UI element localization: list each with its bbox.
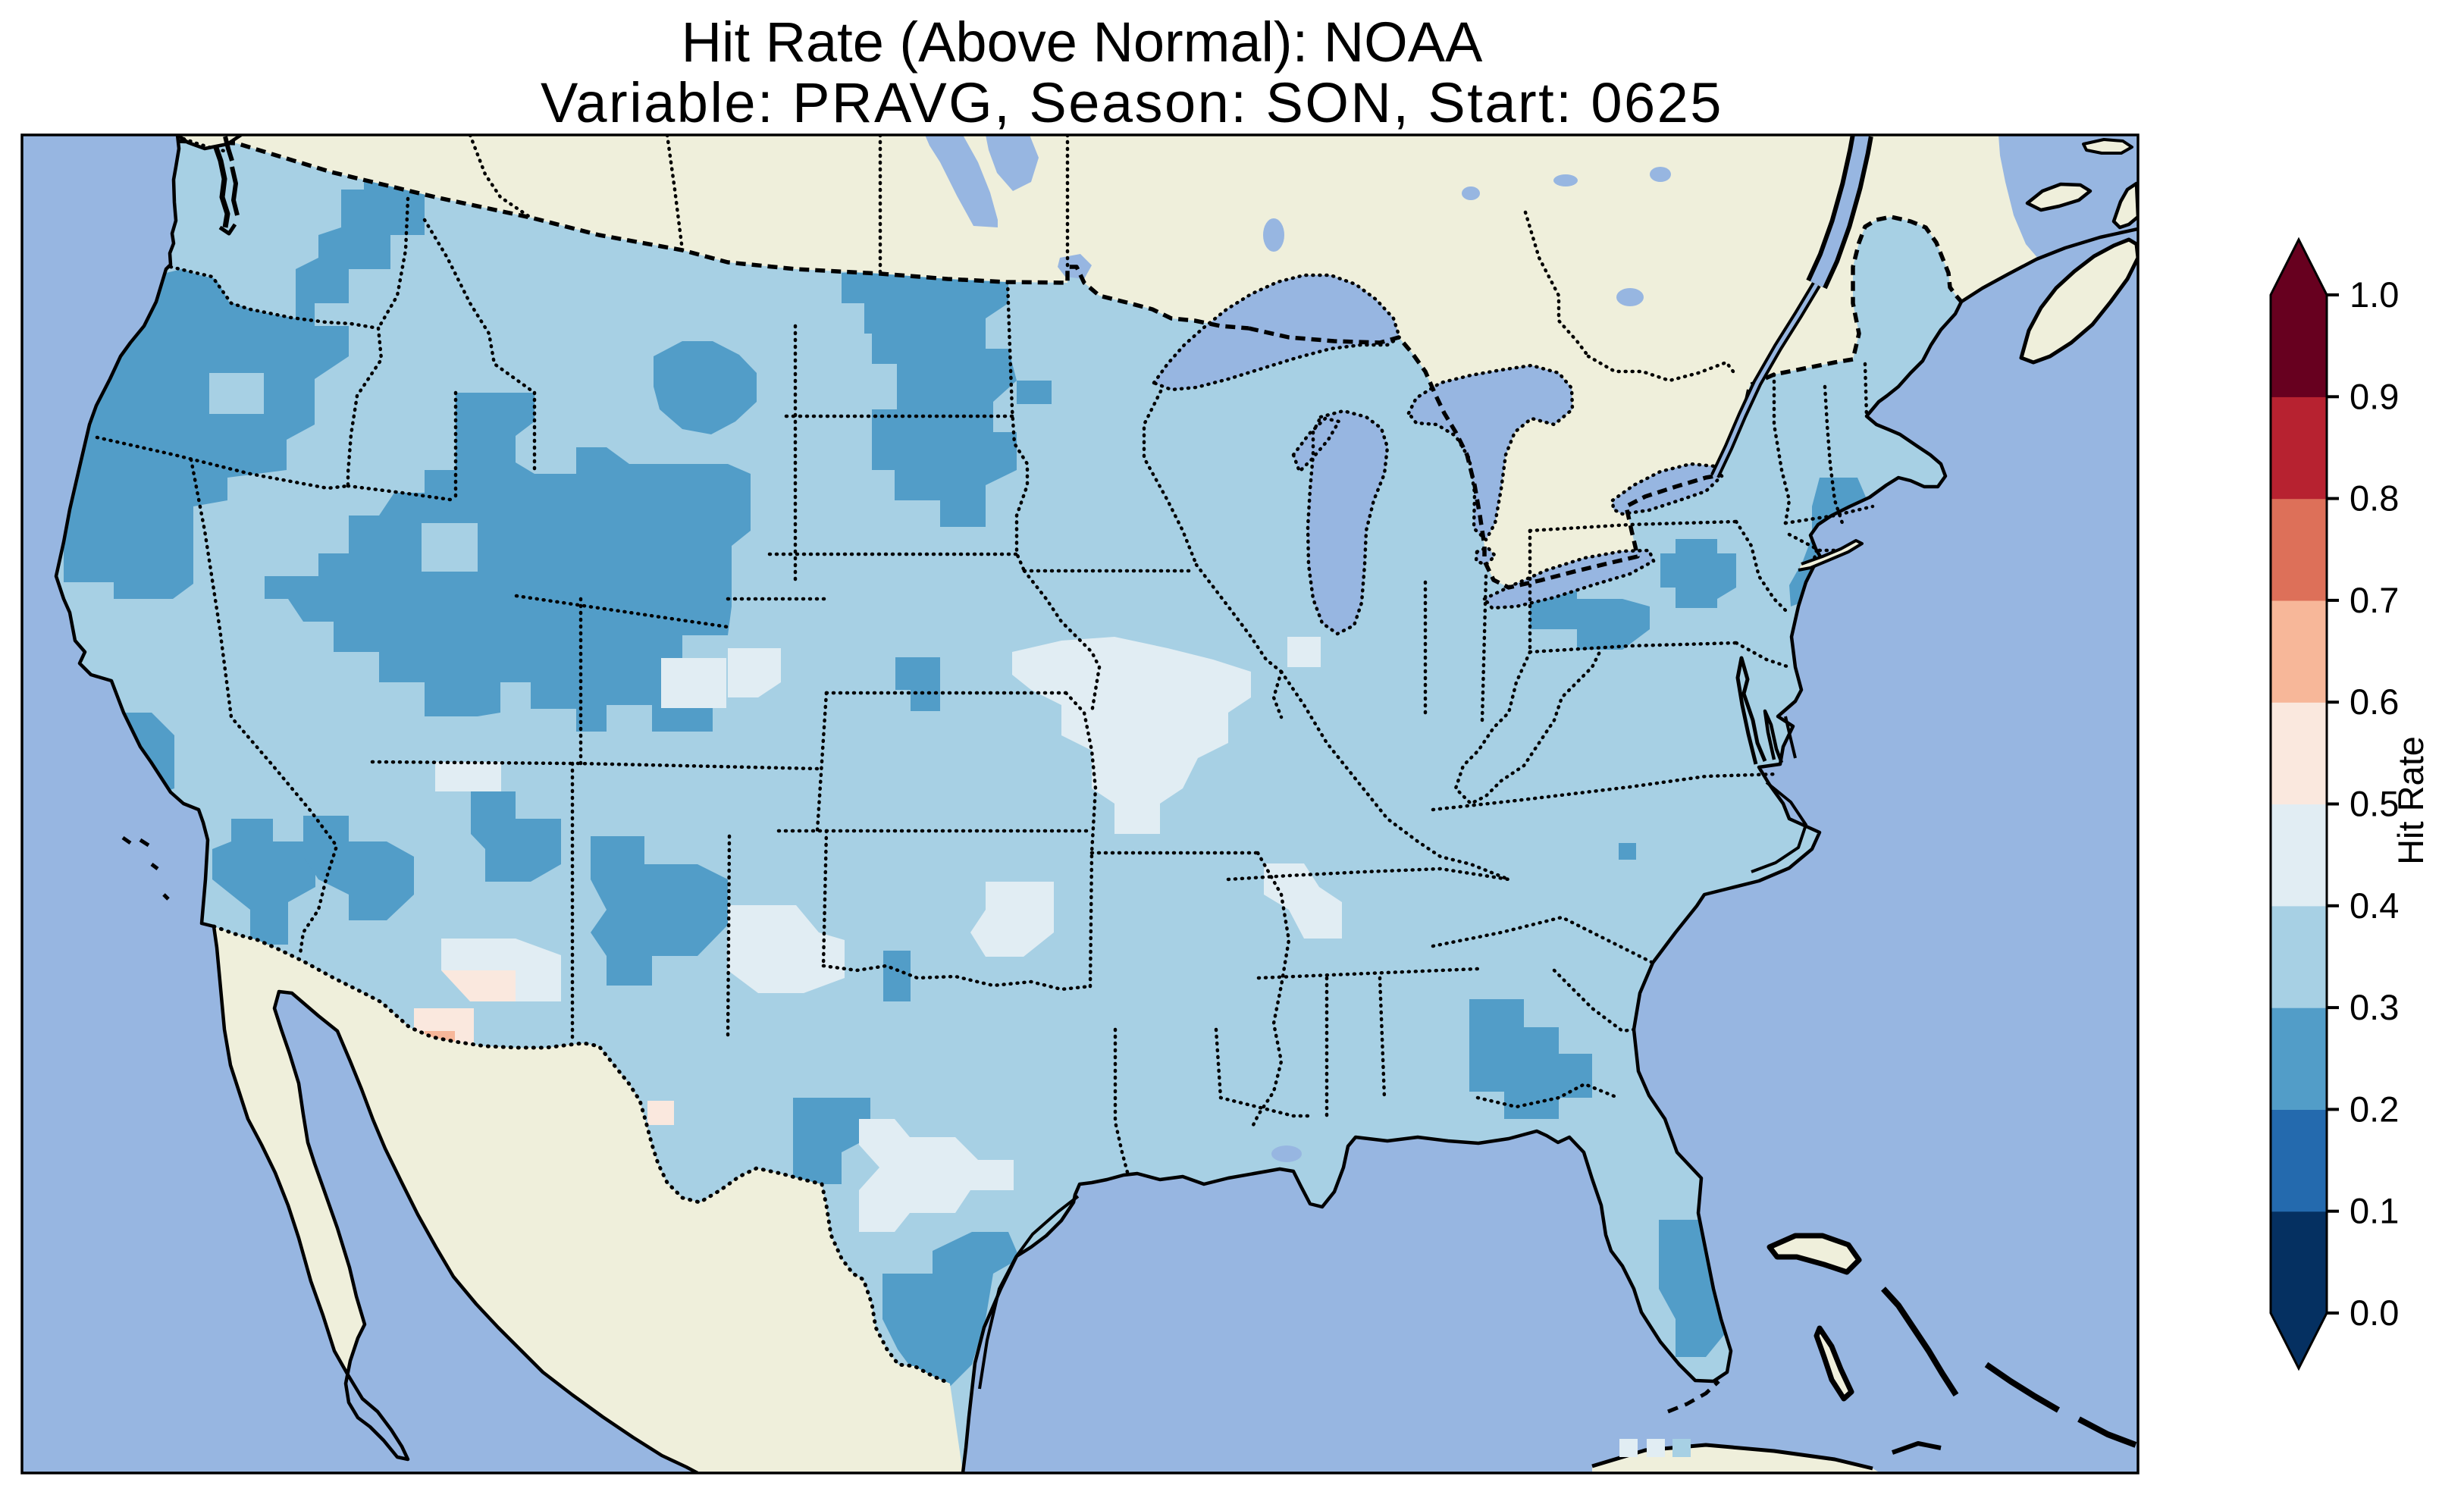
svg-text:Hit Rate: Hit Rate [2390,736,2431,865]
svg-text:0.4: 0.4 [2350,885,2399,926]
svg-text:0.6: 0.6 [2350,682,2399,722]
svg-text:0.5: 0.5 [2350,784,2399,824]
svg-text:0.1: 0.1 [2350,1191,2399,1231]
svg-text:0.0: 0.0 [2350,1293,2399,1333]
svg-text:0.8: 0.8 [2350,478,2399,519]
svg-text:0.7: 0.7 [2350,580,2399,620]
svg-text:Hit Rate (Above Normal): NOAA: Hit Rate (Above Normal): NOAA [682,11,1483,74]
svg-text:0.2: 0.2 [2350,1089,2399,1129]
svg-text:0.3: 0.3 [2350,987,2399,1027]
svg-text:0.9: 0.9 [2350,376,2399,416]
svg-text:Variable: PRAVG, Season: SON,: Variable: PRAVG, Season: SON, Start: 062… [541,71,1723,134]
svg-text:1.0: 1.0 [2350,274,2399,315]
